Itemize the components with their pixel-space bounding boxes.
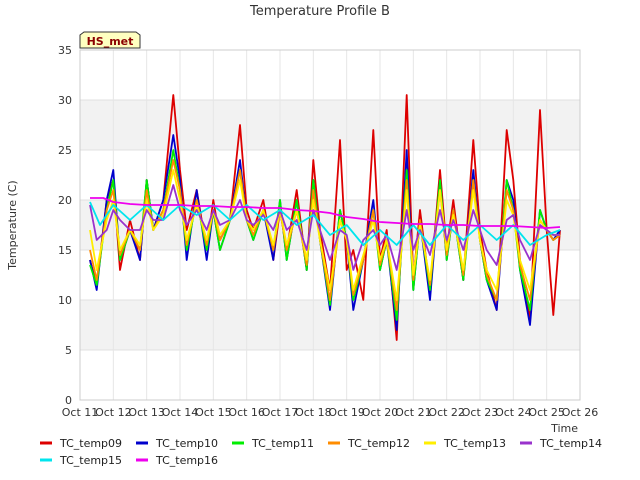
x-tick-label: Oct 18: [295, 406, 332, 419]
x-tick-label: Oct 12: [95, 406, 132, 419]
plot-band: [80, 50, 580, 100]
legend-item: TC_temp10: [136, 437, 218, 450]
plot-band: [80, 100, 580, 150]
y-tick-label: 10: [58, 294, 72, 307]
x-tick-label: Oct 22: [428, 406, 465, 419]
series-line-tc-temp15: [89, 201, 561, 246]
legend-label: TC_temp10: [155, 437, 218, 450]
x-tick-label: Oct 26: [562, 406, 599, 419]
x-tick-label: Oct 16: [228, 406, 265, 419]
series-layer: [89, 94, 561, 341]
x-tick-label: Oct 20: [362, 406, 399, 419]
series-line-tc-temp13: [89, 169, 560, 301]
series-line-tc-temp09: [89, 94, 561, 341]
legend-item: TC_temp09: [40, 437, 122, 450]
legend-label: TC_temp16: [155, 454, 218, 467]
y-tick-label: 0: [65, 394, 72, 407]
legend-item: TC_temp16: [136, 454, 218, 467]
y-tick-label: 25: [58, 144, 72, 157]
legend: TC_temp09 TC_temp10 TC_temp11 TC_temp12 TC_t…: [40, 437, 602, 467]
legend-label: TC_temp15: [59, 454, 122, 467]
x-tick-label: Oct 19: [328, 406, 365, 419]
y-tick-label: 5: [65, 344, 72, 357]
station-tag-label: HS_met: [87, 35, 134, 48]
legend-item: TC_temp14: [520, 437, 602, 450]
legend-item: TC_temp11: [232, 437, 314, 450]
y-tick-label: 15: [58, 244, 72, 257]
series-line-tc-temp16: [90, 197, 561, 229]
x-tick-label: Oct 25: [528, 406, 565, 419]
series-line-tc-temp14: [89, 184, 560, 271]
plot-frame: [79, 49, 581, 401]
legend-item: TC_temp13: [424, 437, 506, 450]
y-tick-label: 30: [58, 94, 72, 107]
y-tick-label: 20: [58, 194, 72, 207]
legend-label: TC_temp09: [59, 437, 122, 450]
y-axis-label: Temperature (C): [6, 180, 19, 270]
legend-item: TC_temp15: [40, 454, 122, 467]
x-tick-label: Oct 15: [195, 406, 232, 419]
legend-item: TC_temp12: [328, 437, 410, 450]
y-axis-ticks: 0 5 10 15 20 25 30 35: [58, 44, 72, 407]
chart-title: Temperature Profile B: [249, 4, 390, 19]
legend-label: TC_temp14: [539, 437, 602, 450]
x-tick-label: Oct 17: [262, 406, 299, 419]
x-tick-label: Oct 21: [395, 406, 432, 419]
legend-label: TC_temp11: [251, 437, 314, 450]
legend-label: TC_temp13: [443, 437, 506, 450]
station-tag: HS_met: [79, 31, 141, 49]
x-tick-label: Oct 11: [62, 406, 99, 419]
x-tick-label: Oct 13: [128, 406, 165, 419]
x-tick-label: Oct 24: [495, 406, 532, 419]
legend-label: TC_temp12: [347, 437, 410, 450]
y-tick-label: 35: [58, 44, 72, 57]
plot-band: [80, 350, 580, 400]
x-tick-label: Oct 14: [162, 406, 199, 419]
station-tag-box: [79, 31, 141, 49]
x-tick-label: Oct 23: [462, 406, 499, 419]
x-axis-label: Time: [550, 422, 578, 435]
